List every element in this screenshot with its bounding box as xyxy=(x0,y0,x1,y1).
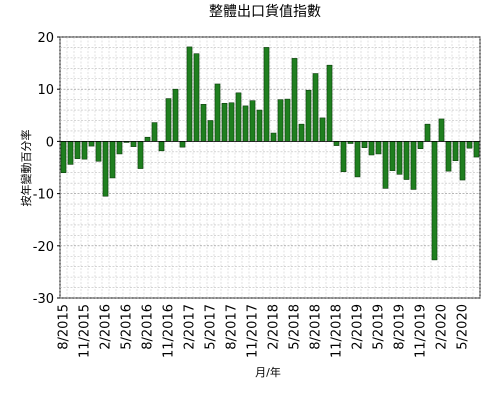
x-tick-label: 8/2015 xyxy=(57,304,72,350)
y-tick-label: 10 xyxy=(37,83,54,98)
bar-5-2019 xyxy=(375,141,382,155)
bar-6-2019 xyxy=(382,141,389,189)
bar-3-2016 xyxy=(109,141,116,179)
bar-10-2016 xyxy=(158,141,165,152)
x-tick-label: 11/2016 xyxy=(162,304,177,358)
bar-1-2016 xyxy=(95,141,102,162)
bar-10-2015 xyxy=(74,141,81,159)
x-tick-label: 2/2016 xyxy=(99,304,114,350)
bar-9-2016 xyxy=(151,122,158,142)
x-tick-label: 5/2018 xyxy=(288,304,303,350)
x-tick-label: 5/2017 xyxy=(204,304,219,350)
bar-7-2016 xyxy=(137,141,144,169)
x-tick-label: 11/2018 xyxy=(330,304,345,358)
x-axis-title: 月/年 xyxy=(255,365,281,379)
x-tick-label: 5/2016 xyxy=(120,304,135,350)
x-tick-label: 8/2019 xyxy=(393,304,408,350)
bar-4-2020 xyxy=(452,141,459,162)
bar-3-2018 xyxy=(277,99,284,142)
bar-1-2020 xyxy=(431,141,438,261)
bar-7-2018 xyxy=(305,89,312,142)
bar-7-2017 xyxy=(221,102,228,142)
x-tick-label: 5/2020 xyxy=(456,304,471,350)
bar-8-2018 xyxy=(312,73,319,142)
bar-6-2020 xyxy=(466,141,473,149)
y-tick-label: -10 xyxy=(33,188,54,203)
bar-7-2019 xyxy=(389,141,396,171)
bar-9-2019 xyxy=(403,141,410,180)
bar-7-2020 xyxy=(473,141,480,158)
y-tick-label: 20 xyxy=(37,31,54,46)
bar-11-2018 xyxy=(333,141,340,146)
bar-5-2018 xyxy=(291,58,298,142)
bar-11-2019 xyxy=(417,141,424,150)
y-axis-title: 按年變動百分率 xyxy=(19,130,33,207)
x-tick-label: 2/2018 xyxy=(267,304,282,350)
bar-4-2017 xyxy=(200,104,207,142)
y-tick-label: 0 xyxy=(46,135,54,150)
bar-12-2017 xyxy=(256,109,263,142)
bar-6-2018 xyxy=(298,123,305,142)
bar-8-2019 xyxy=(396,141,403,175)
bar-2-2016 xyxy=(102,141,109,197)
bar-3-2020 xyxy=(445,141,452,172)
bar-8-2016 xyxy=(144,136,151,142)
bar-6-2017 xyxy=(214,83,221,142)
bar-8-2015 xyxy=(60,141,67,174)
bar-4-2019 xyxy=(368,141,375,156)
x-tick-label: 8/2016 xyxy=(141,304,156,350)
bar-11-2016 xyxy=(165,98,172,142)
bars xyxy=(60,46,480,261)
bar-11-2015 xyxy=(81,141,88,160)
bar-12-2016 xyxy=(172,88,179,142)
x-tick-label: 2/2019 xyxy=(351,304,366,350)
bar-2-2017 xyxy=(186,46,193,142)
bar-5-2017 xyxy=(207,120,214,142)
x-tick-label: 11/2017 xyxy=(246,304,261,358)
bar-1-2018 xyxy=(263,47,270,142)
bar-8-2017 xyxy=(228,102,235,142)
x-tick-label: 5/2019 xyxy=(372,304,387,350)
bar-5-2020 xyxy=(459,141,466,181)
bar-11-2017 xyxy=(249,100,256,142)
y-tick-label: -30 xyxy=(33,292,54,307)
x-tick-label: 2/2017 xyxy=(183,304,198,350)
bar-12-2018 xyxy=(340,141,347,172)
x-tick-label: 11/2015 xyxy=(78,304,93,358)
bar-2-2020 xyxy=(438,118,445,142)
bar-3-2019 xyxy=(361,141,368,148)
bar-12-2019 xyxy=(424,123,431,142)
x-tick-label: 2/2020 xyxy=(435,304,450,350)
bar-9-2018 xyxy=(319,117,326,142)
bar-2-2019 xyxy=(354,141,361,178)
y-axis-ticks: -30 -20 -10 0 10 20 xyxy=(33,31,60,307)
chart-title: 整體出口貨值指數 xyxy=(209,3,321,20)
bar-9-2017 xyxy=(235,92,242,142)
bar-6-2016 xyxy=(130,141,137,147)
bar-12-2015 xyxy=(88,141,95,147)
bar-4-2018 xyxy=(284,98,291,142)
bar-10-2019 xyxy=(410,141,417,190)
bar-1-2017 xyxy=(179,141,186,148)
gridlines xyxy=(59,36,481,299)
x-tick-label: 8/2017 xyxy=(225,304,240,350)
bar-3-2017 xyxy=(193,53,200,142)
bar-4-2016 xyxy=(116,141,123,155)
x-tick-label: 8/2018 xyxy=(309,304,324,350)
bar-10-2018 xyxy=(326,64,333,142)
bar-2-2018 xyxy=(270,132,277,142)
y-tick-label: -20 xyxy=(33,240,54,255)
x-tick-label: 11/2019 xyxy=(414,304,429,358)
bar-9-2015 xyxy=(67,141,74,165)
bar-10-2017 xyxy=(242,105,249,142)
x-axis-ticks: 8/2015 11/2015 2/2016 5/2016 8/2016 11/2016 2/… xyxy=(57,304,471,358)
